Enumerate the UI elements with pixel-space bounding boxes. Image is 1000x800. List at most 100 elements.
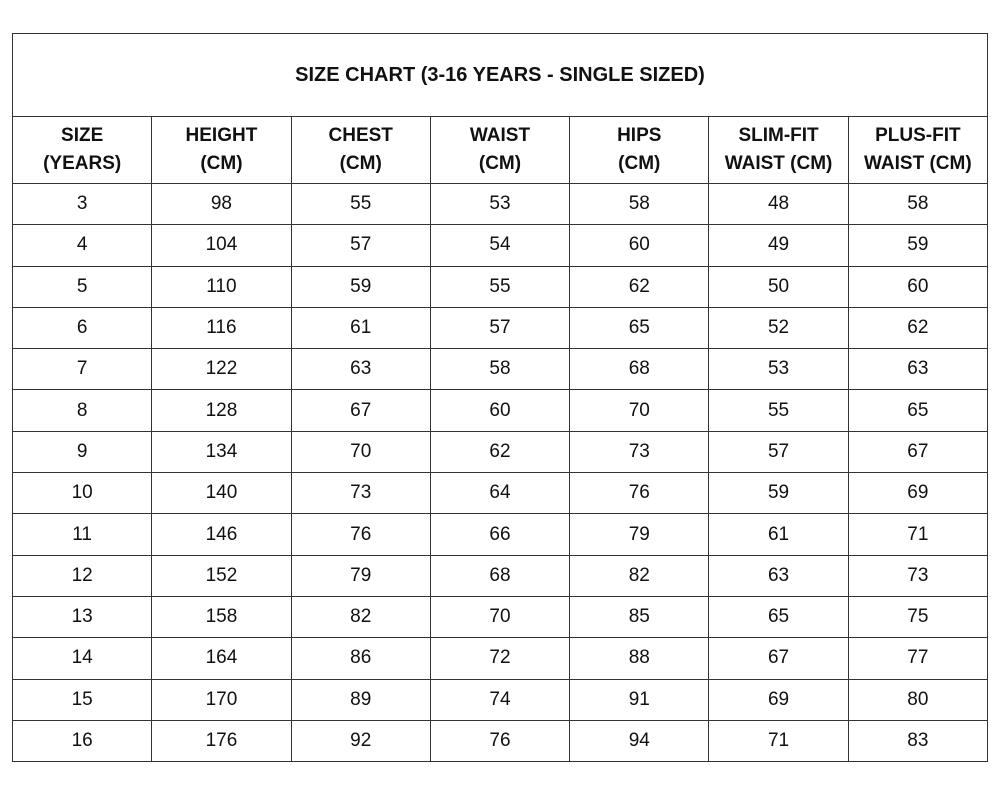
table-row: 3 98 55 53 58 48 58 [11, 182, 989, 226]
cell-chest: 76 [290, 513, 431, 556]
cell-height: 164 [151, 637, 292, 680]
cell-height: 128 [151, 389, 292, 432]
column-header-size: SIZE (YEARS) [11, 116, 153, 184]
column-header-line: SIZE [61, 125, 104, 146]
cell-waist: 57 [429, 306, 571, 350]
cell-waist: 54 [429, 224, 571, 267]
cell-height: 158 [151, 595, 292, 639]
cell-slim-fit-waist: 59 [708, 472, 849, 515]
cell-slim-fit-waist: 69 [708, 678, 849, 721]
cell-size: 5 [11, 265, 153, 308]
cell-hips: 91 [569, 678, 710, 721]
cell-plus-fit-waist: 69 [847, 472, 989, 515]
cell-slim-fit-waist: 67 [708, 637, 849, 680]
cell-hips: 58 [569, 182, 710, 226]
cell-plus-fit-waist: 80 [847, 678, 989, 721]
cell-plus-fit-waist: 63 [847, 348, 989, 391]
cell-plus-fit-waist: 58 [847, 182, 989, 226]
cell-plus-fit-waist: 75 [847, 595, 989, 639]
cell-hips: 85 [569, 595, 710, 639]
cell-plus-fit-waist: 73 [847, 554, 989, 597]
cell-chest: 86 [290, 637, 431, 680]
cell-slim-fit-waist: 49 [708, 224, 849, 267]
cell-height: 146 [151, 513, 292, 556]
cell-height: 98 [151, 182, 292, 226]
column-header-line: (CM) [339, 153, 382, 174]
cell-hips: 60 [569, 224, 710, 267]
cell-plus-fit-waist: 62 [847, 306, 989, 350]
column-header-slim-fit-waist: SLIM-FIT WAIST (CM) [708, 116, 849, 184]
cell-plus-fit-waist: 60 [847, 265, 989, 308]
column-header-line: WAIST [469, 125, 531, 146]
cell-size: 13 [11, 595, 153, 639]
cell-chest: 57 [290, 224, 431, 267]
column-header-line: WAIST (CM) [724, 153, 833, 174]
column-header-line: PLUS-FIT [875, 125, 961, 146]
cell-chest: 55 [290, 182, 431, 226]
column-header-chest: CHEST (CM) [290, 116, 431, 184]
cell-waist: 74 [429, 678, 571, 721]
cell-slim-fit-waist: 63 [708, 554, 849, 597]
cell-height: 122 [151, 348, 292, 391]
cell-size: 4 [11, 224, 153, 267]
cell-hips: 65 [569, 306, 710, 350]
column-header-line: WAIST (CM) [864, 153, 972, 174]
header-row: SIZE (YEARS) HEIGHT (CM) CHEST (CM) WAIST (CM) H… [11, 116, 989, 184]
column-header-line: HIPS [617, 125, 662, 146]
table-title: SIZE CHART (3-16 YEARS - SINGLE SIZED) [12, 33, 988, 117]
cell-plus-fit-waist: 71 [847, 513, 989, 556]
cell-plus-fit-waist: 77 [847, 637, 989, 680]
size-chart-table: SIZE CHART (3-16 YEARS - SINGLE SIZED) S… [11, 33, 989, 763]
cell-hips: 82 [569, 554, 710, 597]
column-header-line: CHEST [328, 125, 393, 146]
cell-plus-fit-waist: 67 [847, 430, 989, 474]
cell-size: 7 [11, 348, 153, 391]
cell-slim-fit-waist: 53 [708, 348, 849, 391]
cell-size: 3 [11, 182, 153, 226]
cell-size: 11 [11, 513, 153, 556]
cell-chest: 63 [290, 348, 431, 391]
cell-hips: 79 [569, 513, 710, 556]
cell-height: 104 [151, 224, 292, 267]
table-row: 15 170 89 74 91 69 80 [11, 678, 989, 721]
cell-hips: 70 [569, 389, 710, 432]
table-row: 12 152 79 68 82 63 73 [11, 554, 989, 597]
column-header-line: (CM) [478, 153, 522, 174]
column-header-line: (YEARS) [43, 153, 122, 174]
cell-chest: 67 [290, 389, 431, 432]
column-header-line: (CM) [618, 153, 661, 174]
cell-height: 170 [151, 678, 292, 721]
cell-waist: 76 [429, 719, 571, 763]
cell-size: 6 [11, 306, 153, 350]
cell-size: 12 [11, 554, 153, 597]
cell-waist: 68 [429, 554, 571, 597]
cell-size: 9 [11, 430, 153, 474]
column-header-waist: WAIST (CM) [429, 116, 571, 184]
cell-size: 10 [11, 472, 153, 515]
cell-height: 134 [151, 430, 292, 474]
cell-slim-fit-waist: 50 [708, 265, 849, 308]
cell-slim-fit-waist: 61 [708, 513, 849, 556]
cell-chest: 73 [290, 472, 431, 515]
column-header-plus-fit-waist: PLUS-FIT WAIST (CM) [847, 116, 989, 184]
cell-waist: 70 [429, 595, 571, 639]
cell-slim-fit-waist: 65 [708, 595, 849, 639]
column-header-line: (CM) [200, 153, 243, 174]
cell-chest: 92 [290, 719, 431, 763]
cell-slim-fit-waist: 57 [708, 430, 849, 474]
cell-chest: 70 [290, 430, 431, 474]
cell-height: 152 [151, 554, 292, 597]
cell-waist: 60 [429, 389, 571, 432]
column-header-hips: HIPS (CM) [569, 116, 710, 184]
table-row: 14 164 86 72 88 67 77 [11, 637, 989, 680]
cell-size: 15 [11, 678, 153, 721]
table-row: 4 104 57 54 60 49 59 [11, 224, 989, 267]
cell-plus-fit-waist: 83 [847, 719, 989, 763]
cell-chest: 89 [290, 678, 431, 721]
column-header-line: SLIM-FIT [738, 125, 819, 146]
cell-hips: 88 [569, 637, 710, 680]
cell-size: 14 [11, 637, 153, 680]
cell-hips: 94 [569, 719, 710, 763]
cell-chest: 79 [290, 554, 431, 597]
cell-slim-fit-waist: 52 [708, 306, 849, 350]
